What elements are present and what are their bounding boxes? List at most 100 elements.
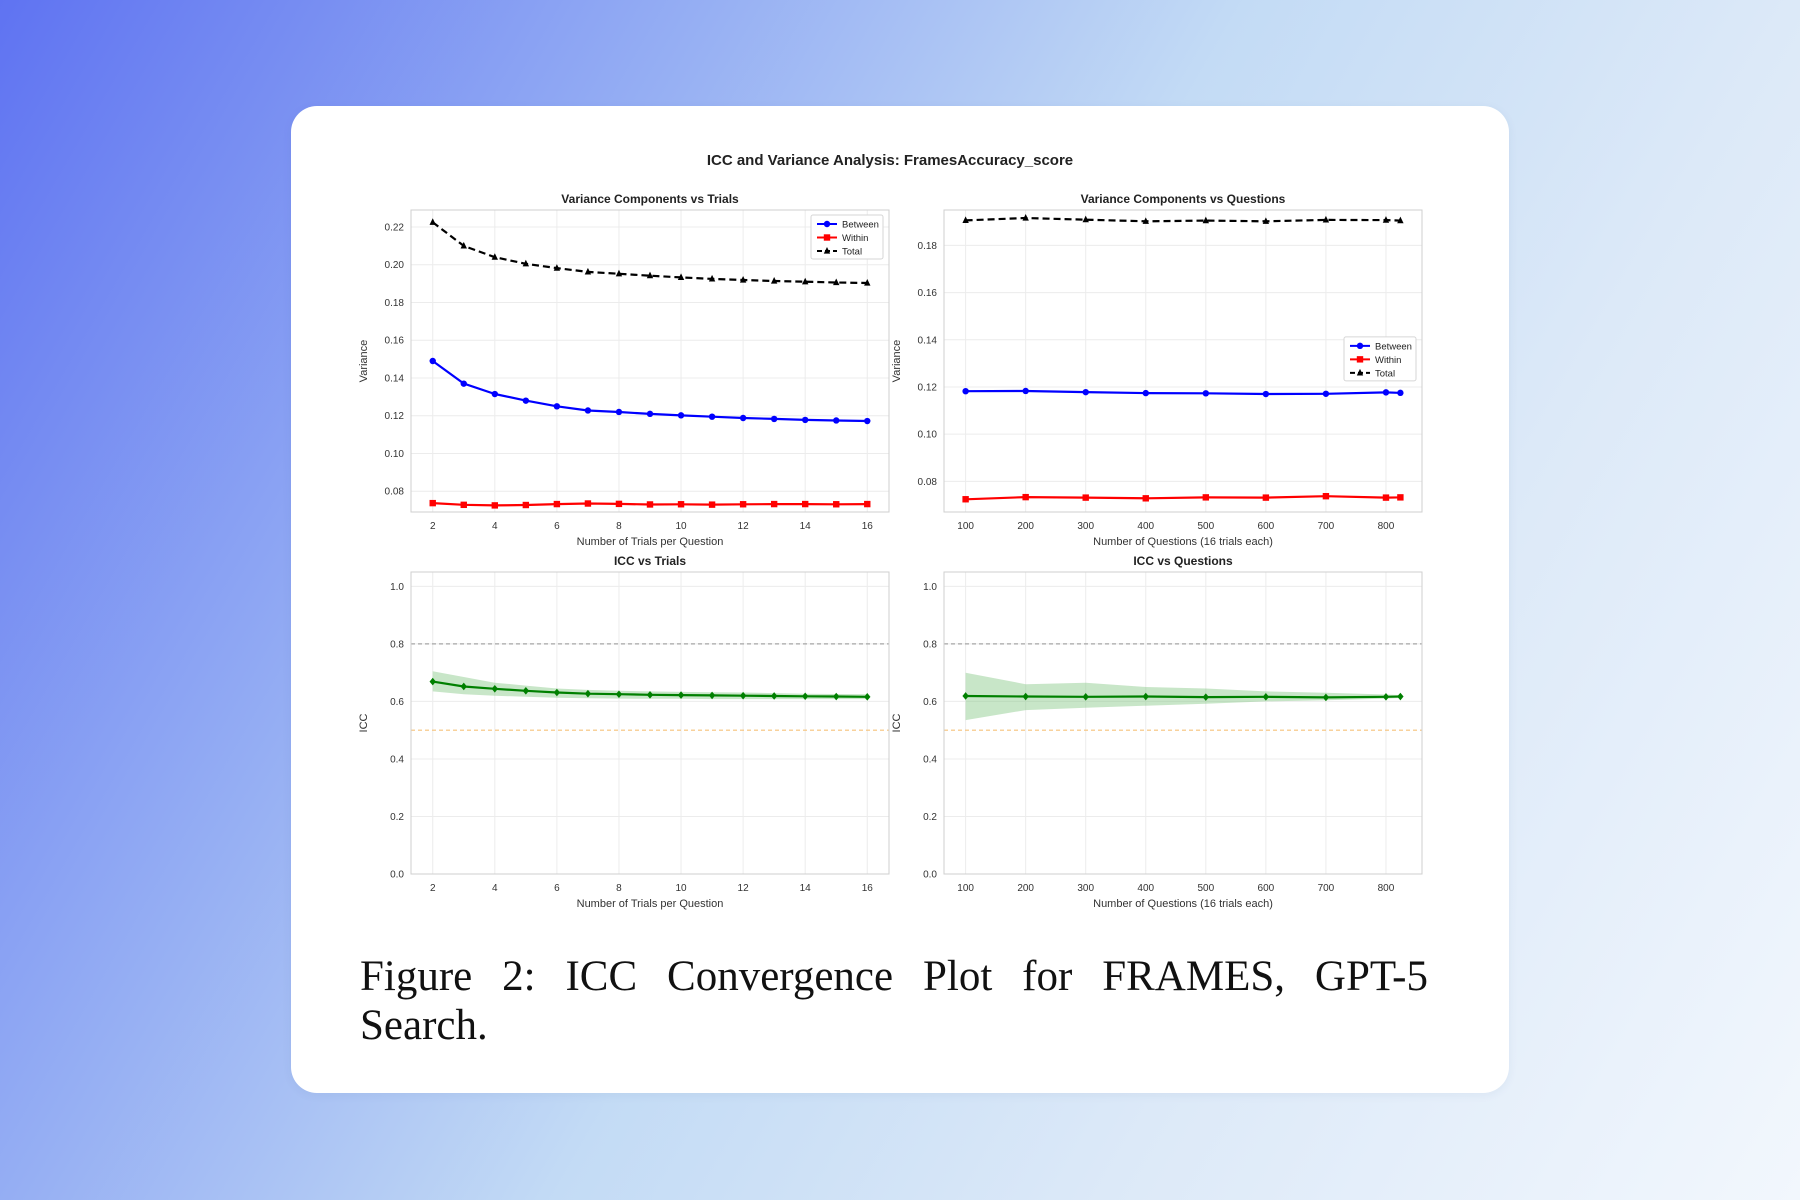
x-tick-label: 800 xyxy=(1378,521,1395,532)
data-point xyxy=(833,417,840,424)
data-point xyxy=(1382,494,1390,501)
data-point xyxy=(708,274,716,282)
y-tick-label: 0.6 xyxy=(923,697,937,708)
legend: Between Within Total xyxy=(810,214,884,260)
y-tick-label: 0.12 xyxy=(918,382,938,393)
data-point xyxy=(1082,693,1089,701)
x-tick-label: 12 xyxy=(738,883,750,894)
data-point xyxy=(1202,216,1210,224)
legend-label: Within xyxy=(1375,355,1401,366)
data-point xyxy=(1082,215,1089,223)
x-tick-label: 600 xyxy=(1258,883,1275,894)
x-tick-label: 100 xyxy=(957,521,974,532)
y-tick-label: 0.10 xyxy=(385,449,405,460)
x-tick-label: 12 xyxy=(738,521,750,532)
series-icc xyxy=(962,672,1404,721)
data-point xyxy=(429,499,436,507)
series-line xyxy=(965,216,1401,223)
data-point xyxy=(833,278,840,286)
plot-area xyxy=(944,210,1422,512)
data-point xyxy=(553,500,561,508)
chart-panel-3: 2 4 6 8 10 12 14 16 0.0 0.2 0.4 0.6 0.8 1.0 ICC vs Tri… xyxy=(358,554,890,910)
data-point xyxy=(739,501,747,508)
series-within xyxy=(962,492,1404,503)
y-tick-label: 0.4 xyxy=(923,754,937,765)
y-tick-label: 0.2 xyxy=(390,812,404,823)
data-point xyxy=(864,693,871,701)
y-tick-label: 0.6 xyxy=(390,697,404,708)
y-axis-label: Variance xyxy=(358,340,370,383)
data-point xyxy=(491,684,499,693)
data-point xyxy=(429,357,436,365)
x-tick-label: 300 xyxy=(1077,883,1094,894)
data-point xyxy=(801,692,809,701)
legend-label: Total xyxy=(1375,368,1395,379)
data-point xyxy=(677,691,685,699)
axes-frame xyxy=(943,571,1423,875)
axes-frame xyxy=(410,571,890,875)
x-tick-label: 700 xyxy=(1318,883,1335,894)
data-point xyxy=(1022,214,1029,221)
data-point xyxy=(460,241,467,249)
data-point xyxy=(584,407,592,414)
y-tick-label: 0.8 xyxy=(923,639,937,650)
data-point xyxy=(1322,390,1330,397)
data-point xyxy=(962,388,969,395)
x-axis-label: Number of Questions (16 trials each) xyxy=(1093,536,1273,548)
x-tick-label: 700 xyxy=(1318,521,1335,532)
y-tick-label: 0.0 xyxy=(390,870,404,881)
data-point xyxy=(1022,387,1029,395)
y-tick-label: 0.2 xyxy=(923,812,937,823)
data-point xyxy=(1082,388,1089,396)
x-tick-label: 400 xyxy=(1137,521,1154,532)
legend: Between Within Total xyxy=(1343,336,1417,382)
data-point xyxy=(1142,692,1149,701)
data-point xyxy=(1262,217,1270,224)
data-point xyxy=(429,677,436,686)
data-point xyxy=(646,410,654,418)
data-point xyxy=(833,501,840,508)
x-tick-label: 8 xyxy=(616,883,622,894)
data-point xyxy=(522,397,530,404)
x-tick-label: 2 xyxy=(430,521,436,532)
y-tick-label: 0.8 xyxy=(390,639,404,650)
data-point xyxy=(553,403,561,410)
data-point xyxy=(833,692,840,701)
axes-frame xyxy=(410,209,890,513)
legend-label: Between xyxy=(1375,341,1412,352)
data-point xyxy=(1397,494,1404,501)
y-tick-label: 0.4 xyxy=(390,754,404,765)
x-axis-label: Number of Questions (16 trials each) xyxy=(1093,898,1273,910)
y-axis-label: ICC xyxy=(358,713,370,732)
x-axis-label: Number of Trials per Question xyxy=(577,536,724,548)
data-point xyxy=(1397,692,1404,701)
data-point xyxy=(770,500,778,508)
data-point xyxy=(739,276,747,283)
x-axis-label: Number of Trials per Question xyxy=(577,898,724,910)
x-tick-label: 4 xyxy=(492,883,498,894)
series-line xyxy=(965,694,1401,699)
data-point xyxy=(677,273,685,280)
data-point xyxy=(801,416,809,424)
plot-area xyxy=(944,572,1422,874)
data-point xyxy=(584,500,592,507)
data-point xyxy=(1322,693,1330,702)
chart-panel-2: 100 200 300 400 500 600 700 800 0.08 0.10 0.12 0.14… xyxy=(891,192,1423,548)
data-point xyxy=(770,415,778,423)
data-point xyxy=(801,500,809,508)
data-point xyxy=(1322,215,1330,223)
y-tick-label: 0.22 xyxy=(385,222,405,233)
legend-label: Total xyxy=(842,247,862,258)
data-point xyxy=(1397,216,1404,224)
data-point xyxy=(491,502,499,509)
y-tick-label: 0.16 xyxy=(918,288,938,299)
data-point xyxy=(584,267,592,275)
legend-marker xyxy=(823,247,831,254)
legend-label: Between xyxy=(842,220,879,231)
data-point xyxy=(522,501,530,509)
legend-marker xyxy=(1356,356,1364,363)
data-point xyxy=(677,501,685,508)
chart-title: Variance Components vs Questions xyxy=(1081,192,1286,206)
data-point xyxy=(615,690,623,699)
figure-card: ICC and Variance Analysis: FramesAccurac… xyxy=(291,106,1509,1093)
